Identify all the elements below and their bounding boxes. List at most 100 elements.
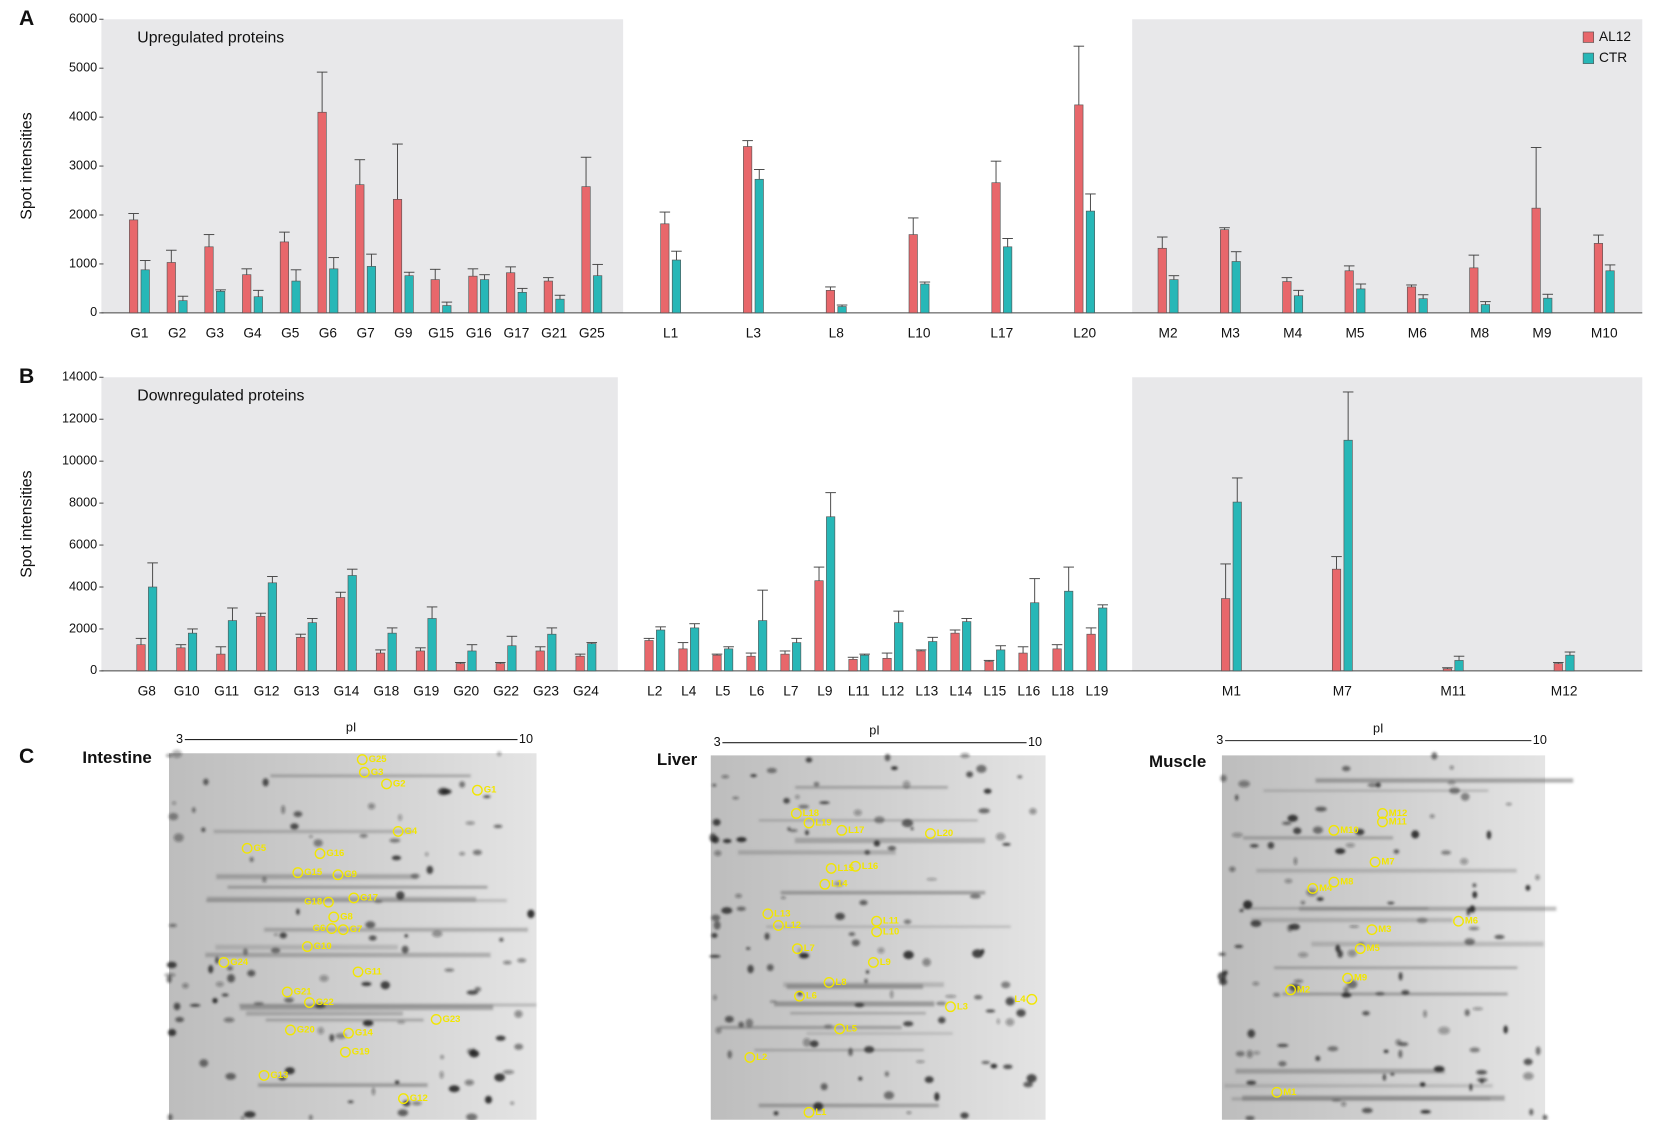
- spot-label: L17: [848, 825, 864, 836]
- gel-spot: [1332, 1099, 1342, 1102]
- x-tick-label: M7: [1333, 684, 1352, 699]
- gel-spot: [824, 1024, 833, 1028]
- bar: [1455, 660, 1463, 670]
- bar: [690, 628, 698, 671]
- x-tick-label: M10: [1591, 326, 1618, 341]
- gel-spot: [974, 995, 982, 1000]
- gel-spot: [1240, 909, 1244, 912]
- gel-spot: [244, 1111, 256, 1118]
- gel-spot: [925, 1076, 934, 1083]
- gel-spot: [411, 873, 420, 878]
- gel-spot: [398, 1109, 408, 1116]
- x-tick-label: L9: [817, 684, 832, 699]
- gel-spot: [1398, 1050, 1402, 1058]
- gel-spot: [735, 894, 742, 898]
- error-bar: [882, 653, 893, 658]
- annotation: Downregulated proteins: [137, 387, 304, 404]
- bar: [593, 276, 601, 313]
- x-tick-label: G24: [573, 684, 599, 699]
- spot-label: G2: [393, 778, 406, 789]
- y-tick-label: 4000: [69, 109, 97, 123]
- y-axis-label: Spot intensities: [19, 112, 36, 219]
- gel-spot: [1469, 927, 1479, 931]
- gel-spot: [1523, 1072, 1534, 1080]
- bar: [318, 112, 326, 313]
- gel-spot: [449, 1085, 460, 1092]
- spot-label: G7: [350, 924, 363, 935]
- gel-spot: [891, 766, 898, 770]
- error-bar: [754, 169, 765, 179]
- spot-label: G13: [270, 1070, 288, 1081]
- gel-spot: [253, 1002, 264, 1005]
- x-tick-label: M4: [1283, 326, 1302, 341]
- pi-min: 3: [176, 732, 183, 746]
- bar: [544, 281, 552, 313]
- gel-spot: [866, 970, 869, 973]
- gel-spot: [864, 1046, 874, 1053]
- bar: [348, 575, 356, 670]
- gel-streak: [1256, 869, 1516, 873]
- error-bar: [814, 567, 825, 581]
- bar: [205, 247, 213, 313]
- x-tick-label: M3: [1221, 326, 1240, 341]
- gel-spot: [746, 1019, 753, 1028]
- bar: [469, 276, 477, 313]
- bar: [996, 650, 1004, 671]
- gel-spot: [1232, 833, 1243, 838]
- gel-spot: [848, 1048, 853, 1056]
- gel-spot: [225, 1073, 236, 1080]
- group-shade: [1132, 377, 1642, 671]
- gel-spot: [1273, 993, 1280, 997]
- bar: [1594, 243, 1602, 312]
- x-tick-label: L8: [829, 326, 845, 341]
- gel-spot: [960, 753, 969, 758]
- gel-spot: [1335, 945, 1340, 953]
- bar: [1344, 440, 1352, 671]
- gel-spot: [814, 782, 820, 787]
- gel-spot: [1246, 1081, 1256, 1085]
- gel-spot: [711, 915, 720, 921]
- error-bar: [908, 218, 919, 235]
- spot-label: G16: [326, 848, 344, 859]
- bar: [815, 581, 823, 671]
- gel-spot: [1494, 935, 1504, 939]
- error-bar: [655, 627, 666, 630]
- bar: [1086, 211, 1094, 313]
- bar: [645, 640, 653, 670]
- error-bar: [1002, 238, 1013, 246]
- gel-spot: [263, 778, 269, 786]
- x-tick-label: G23: [533, 684, 559, 699]
- gel-spot: [721, 775, 729, 778]
- gel-spot: [874, 816, 885, 823]
- error-bar: [825, 287, 836, 290]
- gel-spot: [1362, 1108, 1373, 1113]
- gel-spot: [168, 1029, 176, 1036]
- gel-spot: [1288, 815, 1298, 822]
- gel-spot: [903, 951, 913, 959]
- spot-label: L13: [774, 908, 790, 919]
- gel-spot: [1375, 992, 1385, 996]
- bar: [367, 266, 375, 312]
- gel-spot: [250, 857, 254, 862]
- gel-spot: [471, 1048, 476, 1054]
- bar: [177, 648, 185, 671]
- gel-streak: [759, 1104, 939, 1108]
- gel-spot: [770, 1000, 777, 1003]
- bar: [548, 634, 556, 671]
- gel-spot: [1384, 1050, 1389, 1053]
- bar: [1357, 289, 1365, 313]
- bar: [1532, 208, 1540, 313]
- gel-spot: [395, 1080, 400, 1084]
- spot-label: L20: [937, 828, 953, 839]
- gel-spot: [392, 856, 401, 861]
- x-tick-label: G1: [130, 326, 148, 341]
- gel-streak: [215, 945, 397, 950]
- gel-spot: [991, 1064, 998, 1069]
- gel-spot: [721, 907, 732, 914]
- bar: [1232, 261, 1240, 312]
- gel-spot: [169, 813, 179, 820]
- gel-streak: [1243, 836, 1393, 839]
- bar: [1544, 298, 1552, 313]
- gel-spot: [247, 970, 255, 977]
- bar: [1419, 299, 1427, 313]
